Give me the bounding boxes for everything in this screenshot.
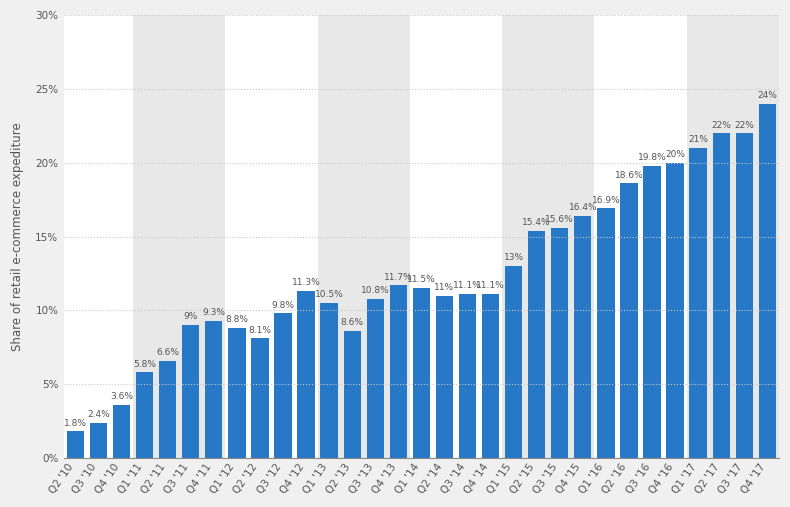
Bar [90, 422, 107, 458]
Text: 19.8%: 19.8% [638, 153, 666, 162]
Bar [389, 285, 407, 458]
Text: 8.8%: 8.8% [225, 315, 248, 324]
Bar [318, 15, 410, 458]
Bar [228, 328, 246, 458]
Bar [528, 231, 545, 458]
Bar [67, 431, 84, 458]
Text: 3.6%: 3.6% [110, 392, 133, 401]
Bar [594, 15, 687, 458]
Bar [690, 148, 707, 458]
Bar [251, 338, 269, 458]
Bar [643, 166, 660, 458]
Text: 6.6%: 6.6% [156, 348, 179, 357]
Text: 10.8%: 10.8% [361, 286, 389, 295]
Text: 22%: 22% [711, 121, 731, 129]
Text: 11.5%: 11.5% [407, 275, 436, 284]
Text: 1.8%: 1.8% [64, 419, 87, 428]
Bar [436, 296, 453, 458]
Text: 9%: 9% [183, 312, 198, 321]
Bar [667, 163, 683, 458]
Bar [713, 133, 730, 458]
Bar [113, 405, 130, 458]
Text: 16.4%: 16.4% [569, 203, 597, 212]
Bar [136, 372, 153, 458]
Bar [459, 294, 476, 458]
Text: 20%: 20% [665, 150, 685, 159]
Text: 24%: 24% [758, 91, 777, 100]
Bar [64, 15, 133, 458]
Text: 15.4%: 15.4% [522, 218, 551, 227]
Text: 9.3%: 9.3% [202, 308, 225, 317]
Text: 21%: 21% [688, 135, 708, 144]
Y-axis label: Share of retail e-commerce expediture: Share of retail e-commerce expediture [11, 122, 24, 351]
Text: 11%: 11% [435, 283, 454, 292]
Bar [620, 184, 638, 458]
Bar [758, 103, 776, 458]
Text: 15.6%: 15.6% [545, 215, 574, 224]
Text: 11.1%: 11.1% [476, 281, 505, 291]
Bar [735, 133, 753, 458]
Bar [597, 208, 615, 458]
Text: 8.1%: 8.1% [248, 325, 272, 335]
Bar [297, 291, 314, 458]
Bar [687, 15, 779, 458]
Bar [225, 15, 318, 458]
Text: 10.5%: 10.5% [314, 290, 344, 299]
Bar [410, 15, 502, 458]
Text: 22%: 22% [734, 121, 754, 129]
Text: 11.3%: 11.3% [292, 278, 321, 287]
Bar [574, 216, 592, 458]
Bar [502, 15, 594, 458]
Bar [551, 228, 568, 458]
Bar [321, 303, 338, 458]
Text: 9.8%: 9.8% [272, 301, 295, 310]
Text: 11.1%: 11.1% [453, 281, 482, 291]
Bar [412, 288, 430, 458]
Text: 13%: 13% [503, 254, 524, 262]
Bar [205, 320, 223, 458]
Bar [182, 325, 199, 458]
Text: 8.6%: 8.6% [340, 318, 363, 328]
Text: 11.7%: 11.7% [384, 273, 412, 281]
Text: 18.6%: 18.6% [615, 171, 643, 179]
Bar [367, 299, 384, 458]
Text: 2.4%: 2.4% [87, 410, 110, 419]
Bar [133, 15, 225, 458]
Bar [482, 294, 499, 458]
Bar [505, 266, 522, 458]
Text: 16.9%: 16.9% [592, 196, 620, 205]
Bar [159, 360, 176, 458]
Text: 5.8%: 5.8% [134, 359, 156, 369]
Bar [344, 331, 361, 458]
Bar [274, 313, 292, 458]
